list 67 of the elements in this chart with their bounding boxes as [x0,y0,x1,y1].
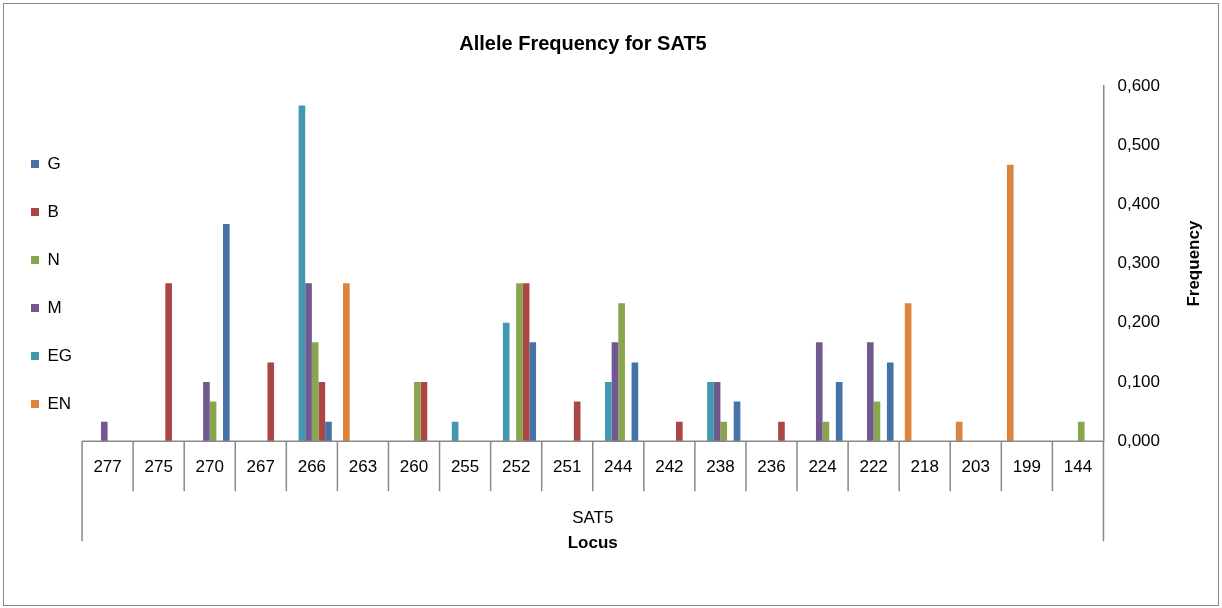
x-tick-label: 251 [553,457,582,477]
x-tick-label: 203 [961,457,990,477]
bar [165,283,172,442]
y-tick-label: 0,400 [1117,194,1161,214]
x-tick-label: 270 [195,457,224,477]
y-tick-label: 0,500 [1117,134,1161,154]
bar [573,401,581,442]
bar [618,303,625,442]
bar [605,382,612,442]
legend-label: EN [47,393,72,413]
bar [676,421,683,442]
y-tick-label: 0,600 [1117,75,1161,95]
bar [414,382,421,442]
x-tick-label: 275 [144,457,173,477]
bar [203,382,210,442]
x-tick-label: 218 [910,457,939,477]
x-tick-label: 236 [757,457,786,477]
bar [720,421,728,442]
bar [267,362,275,442]
bar [529,342,537,442]
bar [100,421,108,442]
bar [867,342,874,442]
x-tick-label: 260 [399,457,429,477]
x-tick-label: 222 [859,457,888,477]
bar [815,342,823,442]
x-tick-label: 199 [1012,457,1042,477]
bar [1006,164,1014,442]
bar [343,283,350,442]
legend-label: B [47,201,59,221]
x-tick-label: 277 [93,457,122,477]
y-tick-label: 0,300 [1117,253,1161,273]
y-tick-label: 0,000 [1117,430,1161,450]
x-tick-label: 267 [246,457,275,477]
y-tick-label: 0,100 [1117,371,1161,391]
y-axis-title: Frequency [1183,220,1203,307]
x-tick-label: 238 [706,457,735,477]
bar [223,223,230,442]
bar [305,283,312,442]
bar [325,421,332,442]
x-tick-label: 266 [297,457,327,477]
x-axis-title: Locus [567,533,618,553]
bar [522,283,530,442]
bar [886,362,894,442]
x-tick-label: 242 [655,457,684,477]
bar [311,342,319,442]
bar [298,105,306,442]
legend-label: N [47,249,60,269]
x-tick-label: 244 [604,457,633,477]
x-tick-label: 255 [450,457,480,477]
bar [707,382,714,442]
y-tick-label: 0,200 [1117,312,1161,332]
bar [955,421,963,442]
bar [904,303,912,442]
x-tick-label: 252 [501,457,531,477]
bar [778,421,785,442]
x-tick-label: 224 [808,457,837,477]
x-tick-label: 263 [348,457,378,477]
legend-label: M [47,297,62,317]
bar [502,322,510,442]
chart-title: Allele Frequency for SAT5 [459,31,707,54]
legend-label: G [47,153,61,173]
x-tick-label: 144 [1063,457,1093,477]
bar [611,342,619,442]
text: SAT5 [572,507,614,527]
bar [516,283,523,442]
legend-label: EG [47,345,73,365]
bar [1077,421,1085,442]
